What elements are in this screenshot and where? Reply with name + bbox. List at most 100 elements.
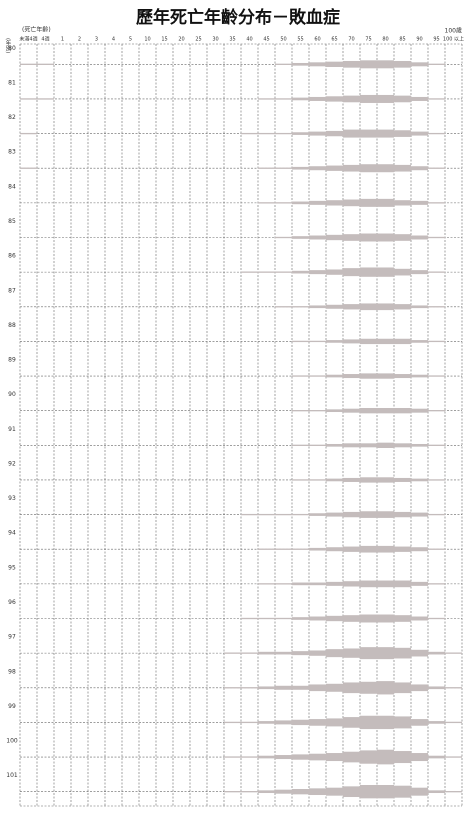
bar <box>275 685 292 690</box>
year-label: 100 <box>6 738 18 745</box>
bar <box>411 235 428 240</box>
bar <box>275 651 292 655</box>
year-label: 82 <box>8 114 16 121</box>
bar <box>394 164 411 172</box>
bar <box>292 97 309 101</box>
bar <box>309 582 326 586</box>
bar <box>224 791 241 793</box>
bar <box>241 513 258 516</box>
bar <box>292 617 309 620</box>
bar <box>428 340 445 343</box>
bar <box>394 338 411 345</box>
bar <box>241 721 258 724</box>
bar <box>411 581 428 586</box>
bar <box>275 132 292 135</box>
bar <box>343 408 360 413</box>
bar <box>428 444 445 446</box>
bar <box>309 62 326 67</box>
bar <box>309 305 326 309</box>
bar <box>360 785 377 799</box>
bar <box>428 63 445 65</box>
bar <box>326 581 343 586</box>
bar <box>360 94 377 103</box>
year-label: 98 <box>8 668 16 675</box>
bar <box>377 164 394 173</box>
bar <box>275 167 292 169</box>
bar <box>360 681 377 694</box>
bar <box>258 271 275 273</box>
bar <box>343 477 360 482</box>
bar <box>360 60 377 69</box>
year-label: 81 <box>8 79 16 86</box>
bar <box>428 651 445 655</box>
bar <box>326 269 343 275</box>
bar <box>411 200 428 205</box>
bar <box>394 477 411 482</box>
x-tick-label: 25 <box>195 37 201 43</box>
bar <box>428 686 445 690</box>
bar <box>394 234 411 241</box>
bar <box>394 716 411 729</box>
x-tick-label: 40 <box>246 37 252 43</box>
bar <box>377 267 394 277</box>
bar <box>292 375 309 377</box>
bar <box>326 374 343 378</box>
x-tick-label: 4 <box>112 37 115 43</box>
bar <box>292 166 309 170</box>
bar <box>241 652 258 654</box>
x-tick-label: 60 <box>314 37 320 43</box>
bar <box>377 94 394 103</box>
bar <box>309 479 326 481</box>
x-tick-label: 15 <box>161 37 167 43</box>
bar <box>343 443 360 448</box>
bar <box>275 236 292 239</box>
bar <box>292 754 309 760</box>
bar <box>326 165 343 171</box>
year-label: 83 <box>8 149 16 156</box>
bar <box>326 61 343 67</box>
bar <box>326 718 343 727</box>
bar <box>326 753 343 762</box>
bar <box>275 202 292 204</box>
bar <box>411 512 428 517</box>
bar <box>428 306 445 308</box>
x-tick-label: 50 <box>280 37 286 43</box>
bar <box>326 787 343 796</box>
bar <box>394 511 411 518</box>
bar <box>394 60 411 68</box>
year-label: 86 <box>8 253 16 260</box>
bar <box>258 755 275 759</box>
bar <box>377 785 394 799</box>
year-label: 95 <box>8 564 16 571</box>
bar <box>360 545 377 553</box>
bar <box>309 200 326 205</box>
bar <box>411 131 428 136</box>
x-tick-label: 1 <box>61 37 64 43</box>
year-label: 96 <box>8 599 16 606</box>
x-axis-label: (死亡年齡) <box>22 26 51 34</box>
bar <box>428 583 445 585</box>
bar <box>292 651 309 656</box>
x-tick-label: 4週 <box>41 36 49 43</box>
bar <box>360 580 377 588</box>
bar <box>258 686 275 690</box>
bar <box>377 129 394 138</box>
bar <box>258 98 275 100</box>
bar <box>377 303 394 311</box>
bar <box>241 687 258 689</box>
bar <box>360 443 377 448</box>
year-label: 90 <box>8 391 16 398</box>
bar <box>394 95 411 103</box>
bar <box>258 651 275 655</box>
bar <box>37 98 54 100</box>
bar <box>326 683 343 692</box>
bar <box>428 790 445 794</box>
year-label: 97 <box>8 634 16 641</box>
bar <box>224 721 241 724</box>
bar <box>343 164 360 172</box>
x-tick-label: 45 <box>263 37 269 43</box>
bar <box>411 96 428 101</box>
bar <box>292 62 309 66</box>
bar <box>309 684 326 692</box>
